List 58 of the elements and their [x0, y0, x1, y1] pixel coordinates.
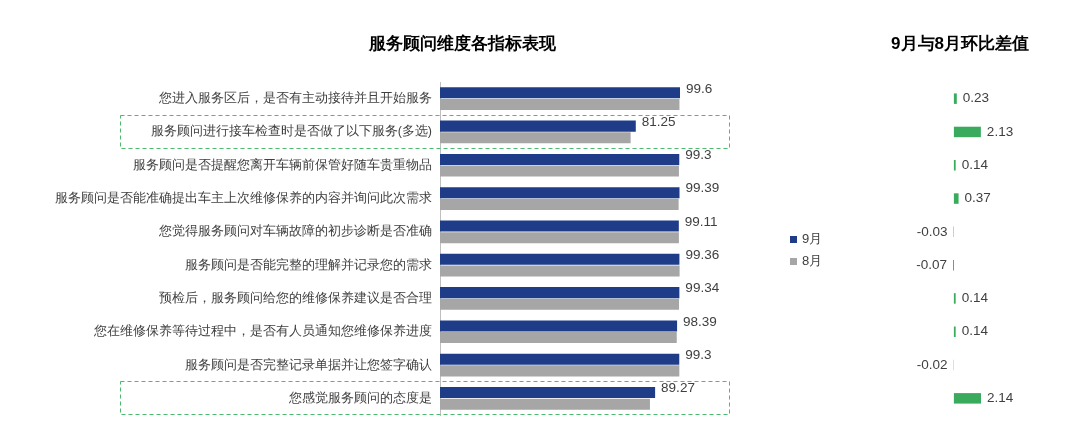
data-label: -0.03 — [916, 223, 948, 239]
bar — [440, 386, 656, 399]
chart-title: 9月与8月环比差值 — [891, 33, 1029, 53]
bar — [953, 93, 957, 104]
bar — [440, 298, 680, 310]
bar — [440, 87, 680, 99]
bar — [440, 265, 680, 277]
y-tick-label: 服务顾问进行接车检查时是否做了以下服务(多选) — [150, 124, 432, 139]
bar — [440, 232, 679, 244]
bar — [440, 165, 679, 177]
data-label: 0.23 — [962, 90, 990, 106]
bar — [953, 193, 959, 204]
bar — [440, 287, 680, 299]
bar — [440, 132, 631, 144]
data-label: 99.34 — [685, 280, 720, 296]
y-tick-label: 服务顾问是否能完整的理解并记录您的需求 — [185, 256, 432, 272]
data-label: 81.25 — [641, 113, 676, 129]
data-label: 2.14 — [987, 390, 1014, 406]
y-tick-label: 服务顾问是否能准确提出车主上次维修保养的内容并询问此次需求 — [55, 190, 432, 205]
bar — [440, 398, 650, 410]
data-label: 99.11 — [684, 213, 718, 229]
bar — [440, 332, 677, 344]
y-tick-label: 您在维修保养等待过程中，是否有人员通知您维修保养进度 — [93, 323, 432, 339]
bar — [953, 393, 981, 404]
bar — [440, 320, 678, 332]
y-tick-label: 服务顾问是否提醒您离开车辆前保管好随车贵重物品 — [133, 156, 432, 172]
data-label: 99.6 — [686, 80, 713, 96]
bar — [440, 120, 636, 132]
bar — [440, 153, 680, 165]
bar — [440, 365, 680, 377]
data-label: 99.3 — [685, 346, 712, 362]
bar — [440, 187, 680, 199]
legend-label: 9月 — [802, 230, 823, 248]
data-label: 2.13 — [986, 123, 1014, 139]
data-label: 0.37 — [964, 190, 991, 206]
bar — [440, 220, 679, 232]
data-label: -0.07 — [916, 256, 947, 272]
legend-label: 8月 — [802, 252, 823, 270]
data-label: 89.27 — [661, 380, 695, 396]
data-label: 0.14 — [961, 156, 989, 172]
bar — [440, 353, 680, 365]
data-label: 0.14 — [961, 323, 989, 339]
bar — [440, 98, 680, 111]
y-tick-label: 您觉得服务顾问对车辆故障的初步诊断是否准确 — [158, 224, 432, 239]
y-tick-label: 预检后，服务顾问给您的维修保养建议是否合理 — [159, 289, 432, 305]
data-label: 99.3 — [685, 147, 712, 163]
bar — [440, 198, 679, 210]
data-label: 98.39 — [683, 313, 717, 329]
bar — [440, 253, 680, 265]
chart-title: 服务顾问维度各指标表现 — [367, 33, 557, 53]
y-tick-label: 服务顾问是否完整记录单据并让您签字确认 — [185, 356, 432, 372]
data-label: -0.02 — [916, 356, 948, 372]
bar — [953, 126, 981, 138]
data-label: 99.39 — [685, 180, 720, 196]
y-tick-label: 您感觉服务顾问的态度是 — [288, 389, 432, 405]
y-tick-label: 您进入服务区后，是否有主动接待并且开始服务 — [158, 90, 432, 106]
data-label: 0.14 — [961, 290, 989, 306]
data-label: 99.36 — [685, 247, 720, 263]
